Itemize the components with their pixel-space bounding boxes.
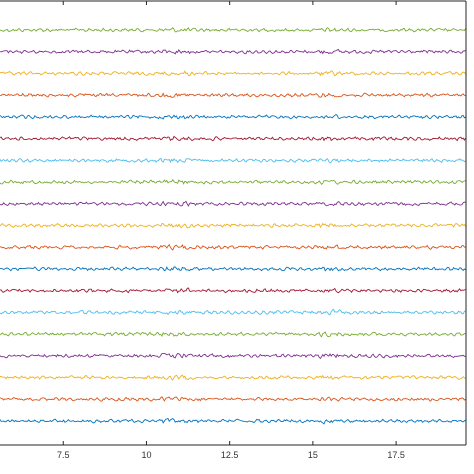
series-line-9 [0, 200, 466, 207]
series-line-5 [0, 114, 466, 120]
axes [0, 0, 467, 446]
series-line-1 [0, 27, 466, 33]
series-line-18 [0, 396, 466, 402]
x-tick-label-1: 10 [141, 450, 151, 460]
x-tick-label-0: 7.5 [57, 450, 70, 460]
series-line-11 [0, 243, 466, 251]
series-line-10 [0, 222, 466, 229]
x-tick-label-4: 17.5 [387, 450, 405, 460]
series-traces [0, 27, 466, 425]
series-line-7 [0, 157, 466, 164]
series-line-17 [0, 374, 466, 381]
series-line-14 [0, 308, 466, 316]
x-ticks: 7.5 10 12.5 15 17.5 [57, 1, 405, 460]
x-tick-label-3: 15 [308, 450, 318, 460]
series-line-8 [0, 178, 466, 185]
series-line-19 [0, 417, 466, 425]
series-line-3 [0, 70, 466, 77]
series-line-15 [0, 331, 466, 338]
series-line-4 [0, 92, 466, 98]
series-line-16 [0, 353, 466, 360]
series-line-2 [0, 48, 466, 55]
x-tick-label-2: 12.5 [221, 450, 239, 460]
series-line-6 [0, 135, 466, 142]
series-line-12 [0, 266, 466, 272]
series-line-13 [0, 287, 466, 294]
